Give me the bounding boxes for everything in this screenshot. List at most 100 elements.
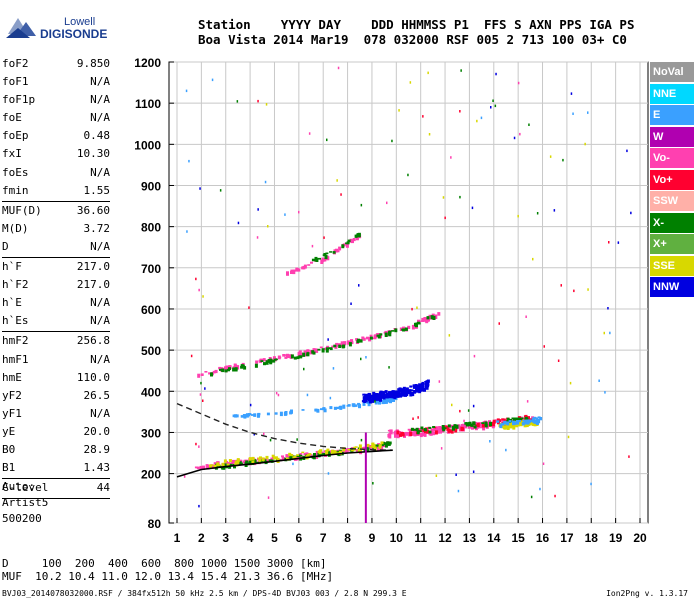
noise-point	[567, 435, 570, 439]
echo-point	[338, 246, 342, 251]
muf-table: D 100 200 400 600 800 1000 1500 3000 [km…	[2, 557, 333, 583]
echo-point	[200, 373, 204, 376]
noise-point	[451, 403, 453, 407]
echo-point	[404, 392, 408, 395]
echo-point	[243, 366, 247, 370]
x-tick-label: 3	[222, 531, 229, 545]
echo-point	[509, 424, 513, 426]
param-label: fmin	[2, 183, 29, 197]
echo-point	[499, 423, 503, 429]
echo-point	[414, 322, 417, 327]
noise-point	[332, 367, 335, 370]
noise-point	[269, 438, 272, 442]
param-separator	[2, 498, 110, 500]
echo-point	[235, 414, 239, 418]
echo-point	[315, 453, 319, 456]
echo-point	[329, 406, 333, 410]
echo-point	[511, 417, 515, 420]
echo-point	[450, 429, 454, 434]
echo-point	[281, 455, 284, 458]
param-label: M(D)	[2, 221, 29, 235]
echo-point	[208, 372, 212, 375]
noise-point	[296, 438, 298, 441]
echo-point	[349, 448, 353, 451]
echo-point	[422, 431, 426, 437]
echo-point	[389, 391, 392, 397]
y-tick-label: 900	[141, 179, 161, 193]
echo-point	[373, 446, 377, 451]
echo-point	[224, 369, 228, 373]
echo-point	[345, 242, 349, 245]
echo-point	[329, 251, 333, 253]
echo-point	[325, 449, 329, 453]
echo-point	[382, 391, 386, 396]
echo-point	[373, 395, 377, 398]
echo-point	[274, 412, 278, 415]
x-tick-label: 16	[536, 531, 550, 545]
y-tick-label: 800	[141, 221, 161, 235]
echo-point	[373, 396, 377, 401]
echo-point	[505, 421, 509, 425]
echo-point	[323, 258, 327, 262]
echo-point	[408, 429, 412, 434]
echo-point	[396, 434, 400, 439]
echo-point	[290, 454, 294, 457]
echo-point	[384, 390, 388, 393]
noise-point	[513, 136, 516, 140]
echo-point	[324, 254, 328, 260]
param-row-yf2: yF2 26.5	[2, 387, 110, 405]
echo-point	[219, 368, 222, 371]
echo-point	[395, 393, 399, 398]
noise-point	[463, 419, 465, 423]
echo-point	[342, 344, 346, 348]
x-tick-label: 4	[247, 531, 254, 545]
echo-point	[259, 456, 262, 458]
noise-point	[557, 359, 560, 362]
param-label: h`F2	[2, 278, 29, 292]
echo-point	[439, 429, 442, 434]
echo-point	[326, 347, 329, 350]
echo-point	[401, 432, 405, 436]
noise-point	[590, 482, 592, 486]
echo-point	[524, 416, 528, 420]
echo-point	[403, 391, 407, 394]
param-row-ye: yE 20.0	[2, 423, 110, 441]
echo-point	[296, 454, 299, 456]
echo-point	[362, 402, 366, 406]
noise-point	[519, 132, 521, 136]
echo-point	[371, 397, 375, 402]
echo-point	[378, 444, 382, 447]
echo-point	[481, 422, 485, 424]
noise-point	[253, 433, 255, 436]
echo-point	[469, 426, 473, 429]
echo-point	[239, 462, 243, 465]
echo-point	[382, 401, 386, 404]
echo-point	[318, 257, 321, 260]
noise-point	[360, 357, 362, 361]
echo-point	[209, 464, 212, 468]
echo-point	[226, 463, 230, 467]
echo-point	[367, 393, 371, 398]
echo-point	[281, 457, 285, 459]
echo-point	[380, 445, 384, 450]
noise-point	[311, 244, 314, 248]
param-row-foes: foEs N/A	[2, 164, 110, 182]
echo-point	[476, 426, 480, 429]
echo-point	[321, 348, 325, 353]
echo-point	[521, 422, 525, 426]
noise-point	[457, 489, 460, 493]
echo-point	[376, 398, 380, 401]
echo-point	[234, 414, 238, 418]
x-tick-label: 1	[174, 531, 181, 545]
echo-point	[434, 314, 438, 319]
echo-point	[314, 348, 318, 351]
noise-point	[306, 393, 309, 397]
noise-point	[202, 295, 204, 298]
param-value: N/A	[90, 406, 110, 420]
noise-point	[198, 504, 200, 508]
echo-point	[326, 345, 330, 349]
noise-point	[249, 403, 252, 407]
param-row-fof1: foF1 N/A	[2, 73, 110, 91]
echo-point	[290, 269, 294, 272]
noise-point	[476, 119, 478, 123]
